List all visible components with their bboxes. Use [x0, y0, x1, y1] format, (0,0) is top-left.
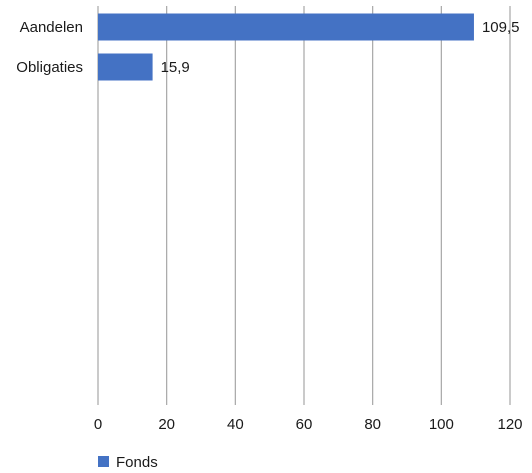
bar-aandelen [98, 13, 474, 41]
bar-obligaties [98, 53, 153, 81]
x-tick-label: 0 [94, 416, 102, 433]
x-tick-label: 40 [227, 416, 244, 433]
labels: 0 20 40 60 80 100 120 Aandelen 109,5 Obligaties 15… [16, 19, 522, 433]
category-label: Aandelen [20, 19, 83, 36]
legend-swatch [98, 456, 109, 467]
data-label: 109,5 [482, 19, 520, 36]
x-tick-label: 100 [429, 416, 454, 433]
data-label: 15,9 [161, 59, 190, 76]
category-label: Obligaties [16, 59, 83, 76]
gridlines [97, 6, 511, 405]
x-tick-label: 20 [158, 416, 175, 433]
x-tick-label: 60 [296, 416, 313, 433]
legend-label: Fonds [116, 454, 158, 471]
x-tick-label: 120 [497, 416, 522, 433]
bars [98, 13, 474, 81]
legend: Fonds [98, 454, 158, 471]
x-tick-label: 80 [364, 416, 381, 433]
